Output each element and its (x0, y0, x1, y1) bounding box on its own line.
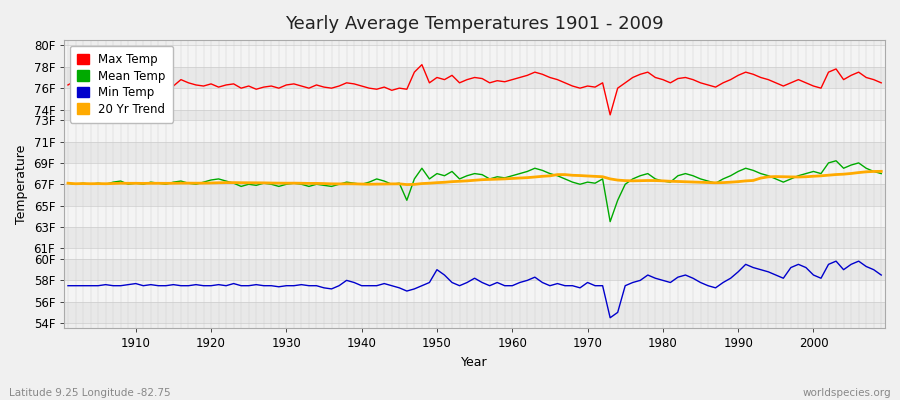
Bar (64, 163, 885, 184)
Bar (64, 142, 885, 163)
Text: worldspecies.org: worldspecies.org (803, 388, 891, 398)
Bar (64, 110, 885, 120)
Bar (64, 67, 885, 88)
Bar (64, 280, 885, 302)
Legend: Max Temp, Mean Temp, Min Temp, 20 Yr Trend: Max Temp, Mean Temp, Min Temp, 20 Yr Tre… (70, 46, 173, 123)
Bar (64, 46, 885, 67)
Bar (64, 227, 885, 248)
Bar (64, 302, 885, 323)
Title: Yearly Average Temperatures 1901 - 2009: Yearly Average Temperatures 1901 - 2009 (285, 15, 664, 33)
Bar (64, 184, 885, 206)
Bar (64, 120, 885, 142)
Bar (64, 248, 885, 259)
X-axis label: Year: Year (462, 356, 488, 369)
Y-axis label: Temperature: Temperature (15, 144, 28, 224)
Text: Latitude 9.25 Longitude -82.75: Latitude 9.25 Longitude -82.75 (9, 388, 171, 398)
Bar (64, 88, 885, 110)
Bar (64, 206, 885, 227)
Bar (64, 259, 885, 280)
